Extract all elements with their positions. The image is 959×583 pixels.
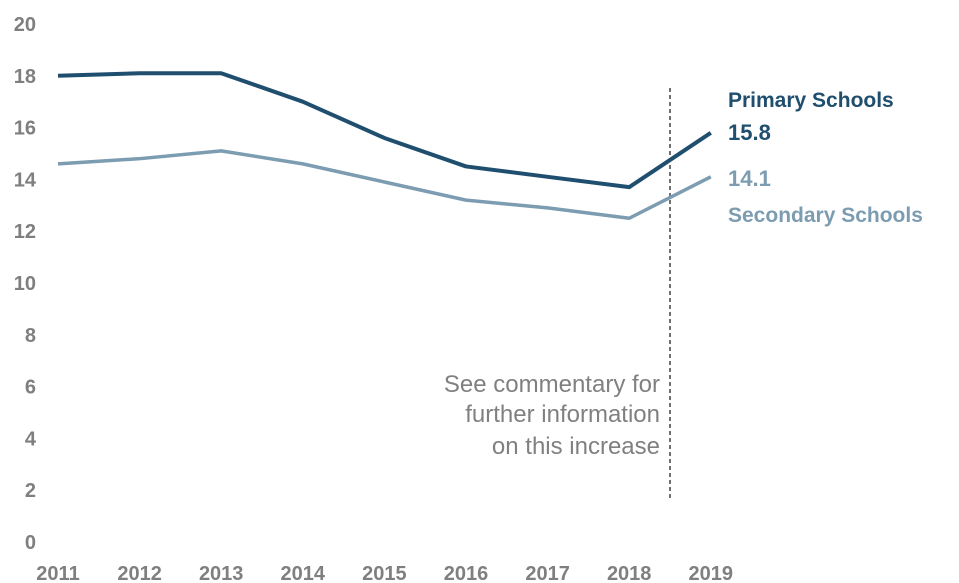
x-tick-label: 2016 bbox=[444, 563, 489, 583]
y-tick-label: 0 bbox=[25, 532, 36, 554]
y-tick-label: 14 bbox=[14, 169, 37, 191]
x-tick-label: 2014 bbox=[281, 563, 326, 583]
y-axis-ticks: 0 2 4 6 8 10 12 14 16 18 20 bbox=[14, 14, 37, 554]
x-axis-ticks: 2011 2012 2013 2014 2015 2016 2017 2018 2019 bbox=[36, 563, 733, 583]
x-tick-label: 2012 bbox=[117, 563, 162, 583]
series-line-primary bbox=[57, 71, 712, 190]
y-tick-label: 12 bbox=[14, 221, 36, 243]
end-value-secondary: 14.1 bbox=[728, 166, 771, 191]
end-value-primary: 15.8 bbox=[728, 120, 771, 145]
annotation-line-1: See commentary for bbox=[444, 371, 660, 398]
y-tick-label: 10 bbox=[14, 273, 36, 295]
annotation-line-2: further information bbox=[465, 401, 660, 428]
annotation-line-3: on this increase bbox=[492, 433, 660, 460]
series-name-primary: Primary Schools bbox=[728, 89, 894, 112]
x-tick-label: 2015 bbox=[362, 563, 407, 583]
y-tick-label: 8 bbox=[25, 325, 36, 347]
x-tick-label: 2017 bbox=[525, 563, 570, 583]
y-tick-label: 2 bbox=[25, 480, 36, 502]
x-tick-label: 2011 bbox=[36, 563, 79, 583]
y-tick-label: 4 bbox=[25, 428, 37, 450]
y-tick-label: 16 bbox=[14, 118, 36, 140]
series-line-secondary bbox=[57, 149, 712, 220]
y-tick-label: 6 bbox=[25, 377, 36, 399]
x-tick-label: 2013 bbox=[199, 563, 244, 583]
x-tick-label: 2019 bbox=[689, 563, 734, 583]
series-name-secondary: Secondary Schools bbox=[728, 204, 923, 227]
y-tick-label: 18 bbox=[14, 66, 36, 88]
series-lines bbox=[57, 71, 712, 220]
x-tick-label: 2018 bbox=[607, 563, 652, 583]
y-tick-label: 20 bbox=[14, 14, 36, 36]
